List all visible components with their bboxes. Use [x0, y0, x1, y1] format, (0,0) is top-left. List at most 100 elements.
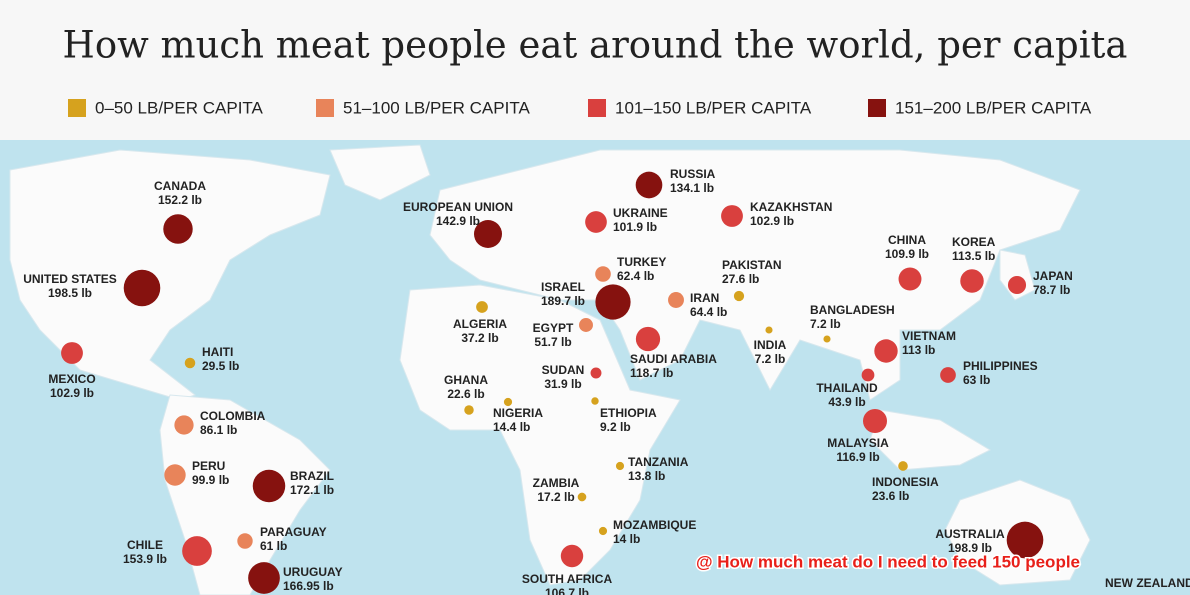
- country-name: URUGUAY: [283, 565, 343, 579]
- country-value: 23.6 lb: [872, 489, 909, 503]
- country-value: 198.9 lb: [948, 541, 992, 555]
- bubble: [464, 405, 474, 415]
- country-value: 142.9 lb: [436, 214, 480, 228]
- bubble: [960, 269, 984, 293]
- country-value: 102.9 lb: [50, 386, 94, 400]
- country-value: 101.9 lb: [613, 220, 657, 234]
- country-value: 109.9 lb: [885, 247, 929, 261]
- country-value: 7.2 lb: [755, 352, 786, 366]
- bubble: [585, 211, 607, 233]
- bubble: [615, 461, 625, 471]
- country-name: JAPAN: [1033, 269, 1073, 283]
- country-name: HAITI: [202, 345, 233, 359]
- extra-label: NEW ZEALAND: [1105, 576, 1190, 590]
- country-name: CHILE: [127, 538, 163, 552]
- country-name: ETHIOPIA: [600, 406, 657, 420]
- country-name: SUDAN: [542, 363, 585, 377]
- country-value: 43.9 lb: [828, 395, 865, 409]
- country-name: THAILAND: [816, 381, 878, 395]
- overlay-caption: @ How much meat do I need to feed 150 pe…: [696, 552, 1080, 571]
- country-name: MEXICO: [48, 372, 95, 386]
- country-name: MOZAMBIQUE: [613, 518, 696, 532]
- country-name: COLOMBIA: [200, 409, 266, 423]
- country-value: 152.2 lb: [158, 193, 202, 207]
- country-name: AUSTRALIA: [935, 527, 1005, 541]
- country-value: 116.9 lb: [836, 450, 879, 464]
- country-value: 22.6 lb: [447, 387, 484, 401]
- country-value: 14 lb: [613, 532, 640, 546]
- country-name: SAUDI ARABIA: [630, 352, 717, 366]
- bubble: [668, 292, 684, 308]
- legend-swatch: [868, 99, 886, 117]
- country-value: 13.8 lb: [628, 469, 665, 483]
- country-value: 106.7 lb: [545, 586, 589, 595]
- country-value: 172.1 lb: [290, 483, 334, 497]
- bubble: [237, 533, 253, 549]
- country-name: SOUTH AFRICA: [522, 572, 613, 586]
- bubble: [182, 536, 212, 566]
- bubble: [577, 492, 587, 502]
- country-value: 37.2 lb: [461, 331, 498, 345]
- country-name: EUROPEAN UNION: [403, 200, 513, 214]
- bubble: [164, 464, 186, 486]
- country-name: PHILIPPINES: [963, 359, 1038, 373]
- legend-label: 101–150 LB/PER CAPITA: [615, 98, 812, 117]
- country-name: RUSSIA: [670, 167, 716, 181]
- country-value: 62.4 lb: [617, 269, 654, 283]
- country-name: TANZANIA: [628, 455, 689, 469]
- country-name: MALAYSIA: [827, 436, 889, 450]
- bubble: [721, 205, 743, 227]
- country-name: KAZAKHSTAN: [750, 200, 832, 214]
- bubble: [733, 290, 745, 302]
- country-value: 63 lb: [963, 373, 990, 387]
- country-name: INDIA: [754, 338, 787, 352]
- bubble: [1006, 521, 1044, 559]
- title: How much meat people eat around the worl…: [63, 24, 1128, 67]
- country-name: KOREA: [952, 235, 996, 249]
- country-value: 113.5 lb: [952, 249, 995, 263]
- bubble: [590, 367, 602, 379]
- country-value: 29.5 lb: [202, 359, 239, 373]
- legend-swatch: [68, 99, 86, 117]
- bubble: [476, 301, 488, 313]
- country-value: 51.7 lb: [534, 335, 571, 349]
- country-name: INDONESIA: [872, 475, 939, 489]
- country-name: PAKISTAN: [722, 258, 782, 272]
- country-value: 64.4 lb: [690, 305, 727, 319]
- bubble: [874, 339, 898, 363]
- country-value: 189.7 lb: [541, 294, 585, 308]
- country-name: EGYPT: [533, 321, 574, 335]
- country-name: VIETNAM: [902, 329, 956, 343]
- bubble: [598, 526, 608, 536]
- country-value: 166.95 lb: [283, 579, 334, 593]
- country-name: CANADA: [154, 179, 206, 193]
- bubble: [252, 469, 286, 503]
- bubble: [61, 342, 83, 364]
- country-value: 198.5 lb: [48, 286, 92, 300]
- bubble: [591, 397, 599, 405]
- country-value: 134.1 lb: [670, 181, 714, 195]
- bubble: [635, 326, 661, 352]
- country-name: ISRAEL: [541, 280, 585, 294]
- country-name: CHINA: [888, 233, 926, 247]
- bubble: [898, 461, 908, 471]
- country-value: 118.7 lb: [630, 366, 673, 380]
- country-name: BRAZIL: [290, 469, 334, 483]
- bubble: [473, 219, 503, 249]
- bubble: [823, 335, 831, 343]
- legend-swatch: [588, 99, 606, 117]
- country-name: UKRAINE: [613, 206, 668, 220]
- bubble: [174, 415, 194, 435]
- bubble: [1007, 275, 1027, 295]
- bubble: [898, 267, 922, 291]
- country-value: 153.9 lb: [123, 552, 167, 566]
- country-value: 27.6 lb: [722, 272, 759, 286]
- country-name: TURKEY: [617, 255, 666, 269]
- bubble: [861, 368, 875, 382]
- country-value: 113 lb: [902, 343, 935, 357]
- country-value: 102.9 lb: [750, 214, 794, 228]
- bubble: [765, 326, 773, 334]
- country-name: NIGERIA: [493, 406, 543, 420]
- bubble: [635, 171, 663, 199]
- bubble: [248, 562, 280, 594]
